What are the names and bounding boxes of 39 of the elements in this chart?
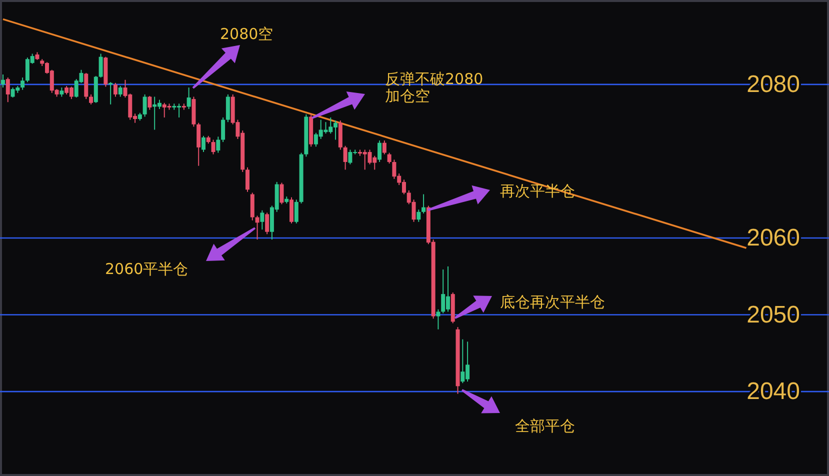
candlestick	[416, 209, 421, 222]
candlestick	[255, 215, 260, 240]
candlestick	[118, 85, 122, 98]
candlestick	[422, 194, 426, 214]
candlestick	[89, 94, 94, 105]
annotation: 2060平半仓	[105, 260, 188, 278]
candlestick	[196, 122, 201, 166]
candlestick	[290, 196, 294, 224]
candlestick	[260, 210, 264, 230]
candlestick	[142, 94, 147, 118]
annotation: 反弹不破2080 加仓空	[385, 70, 484, 105]
candlestick	[1, 74, 5, 88]
candlestick	[436, 308, 440, 330]
annotation: 底仓再次平半仓	[500, 293, 605, 311]
candlestick	[20, 77, 25, 90]
candlestick	[186, 87, 191, 110]
candlestick	[246, 166, 250, 192]
candlestick	[148, 95, 152, 110]
candlestick	[60, 87, 64, 98]
candlestick	[201, 135, 206, 153]
candlestick	[250, 192, 254, 221]
candlestick	[280, 182, 284, 205]
candlestick	[108, 82, 113, 105]
candlestick	[387, 152, 392, 164]
annotation: 2080空	[220, 25, 274, 43]
candlestick	[265, 212, 270, 235]
candlestick	[113, 82, 118, 98]
candlestick	[382, 140, 386, 155]
candlestick	[221, 116, 226, 143]
candlestick	[226, 94, 230, 123]
candlestick	[211, 139, 216, 155]
candlestick	[6, 77, 10, 103]
candlestick	[98, 53, 103, 78]
candlestick	[343, 145, 348, 170]
annotation: 全部平仓	[515, 417, 575, 435]
candlestick	[216, 136, 220, 154]
candlestick	[294, 199, 298, 224]
candlestick	[378, 140, 382, 162]
candlestick	[84, 72, 88, 100]
